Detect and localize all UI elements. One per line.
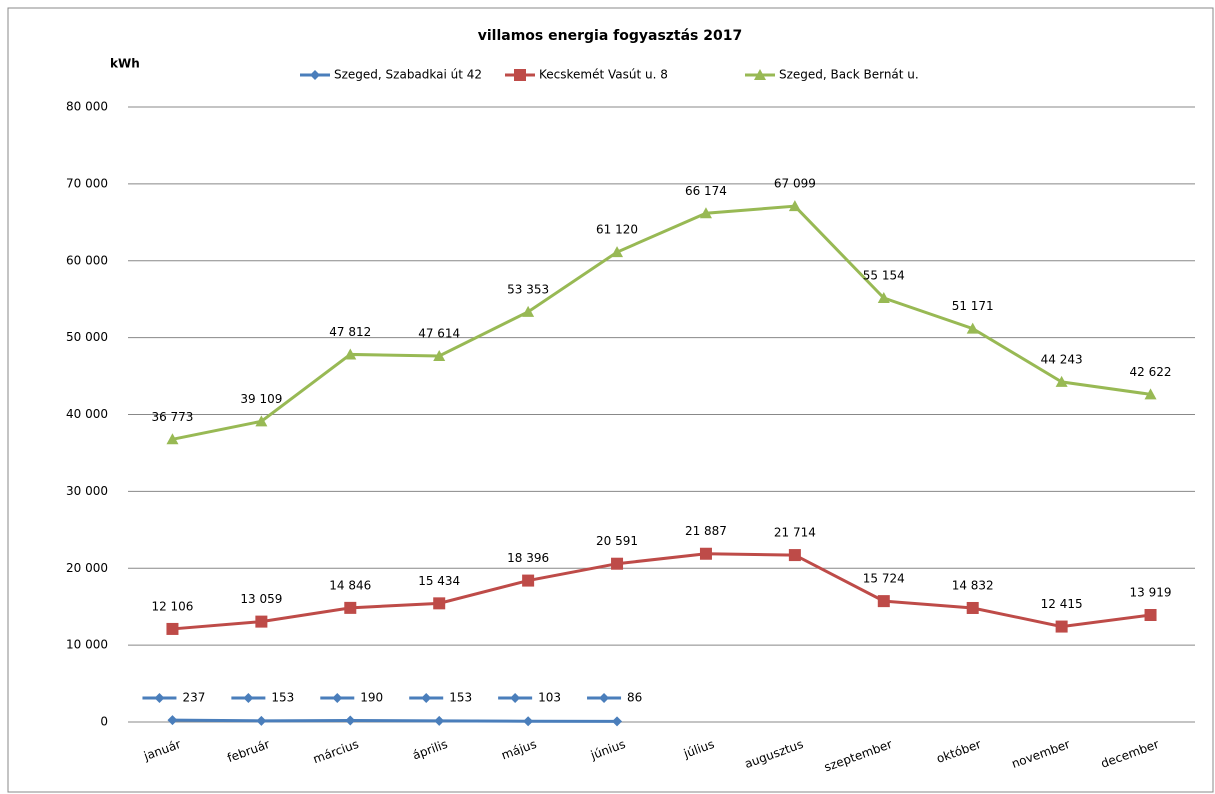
data-label: 12 106 [151,599,193,613]
marker [344,348,357,360]
y-tick-label: 0 [100,715,108,729]
marker [255,615,268,628]
chart-title: villamos energia fogyasztás 2017 [478,28,742,44]
marker [611,246,624,258]
legend-marker [310,70,320,80]
data-label: 13 059 [240,592,282,606]
data-label: 47 614 [418,326,460,340]
data-label: 20 591 [596,534,638,548]
legend-marker [514,69,526,81]
data-label: 42 622 [1130,365,1172,379]
marker [1144,608,1157,621]
marker [433,349,446,361]
data-label: 53 353 [507,282,549,296]
marker [154,693,165,703]
data-label: 14 846 [329,578,371,592]
marker [510,693,521,703]
marker [699,207,712,219]
y-tick-label: 70 000 [66,176,108,190]
marker [599,693,610,703]
marker [788,549,801,562]
marker [877,292,890,304]
legend-label: Szeged, Szabadkai út 42 [334,68,482,82]
data-label: 153 [449,691,472,705]
marker [523,716,534,727]
data-label: 47 812 [329,325,371,339]
data-label: 36 773 [151,410,193,424]
marker [522,574,535,587]
marker [1055,620,1068,633]
legend-marker [754,69,766,80]
series-line [172,204,1151,441]
legend-label: Szeged, Back Bernát u. [779,68,919,82]
marker [421,693,432,703]
data-label: 14 832 [952,578,994,592]
marker [612,716,623,727]
marker [966,601,979,614]
data-label: 55 154 [863,269,905,283]
y-tick-label: 30 000 [66,484,108,498]
data-label: 12 415 [1041,597,1083,611]
marker [344,601,357,614]
legend-label: Kecskemét Vasút u. 8 [539,68,668,82]
data-label: 237 [182,691,205,705]
data-label: 86 [627,691,642,705]
y-tick-label: 60 000 [66,253,108,267]
marker [877,595,890,608]
series-line [172,552,1151,631]
data-label: 61 120 [596,223,638,237]
data-label: 15 434 [418,574,460,588]
data-label: 18 396 [507,551,549,565]
marker [788,200,801,212]
marker [1144,388,1157,400]
marker [1055,375,1068,387]
marker [167,715,178,726]
y-axis-label: kWh [110,57,140,71]
data-label: 21 887 [685,524,727,538]
marker [966,322,979,334]
marker [345,715,356,726]
marker [611,557,624,570]
data-label: 21 714 [774,526,816,540]
marker [166,622,179,635]
data-label: 153 [271,691,294,705]
marker [243,693,254,703]
marker [255,415,268,427]
y-tick-label: 50 000 [66,330,108,344]
y-tick-label: 10 000 [66,638,108,652]
marker [522,305,535,317]
marker [699,547,712,560]
data-label: 67 099 [774,177,816,191]
marker [256,715,267,726]
data-label: 39 109 [240,392,282,406]
data-label: 66 174 [685,184,727,198]
marker [166,433,179,445]
data-label: 44 243 [1041,352,1083,366]
marker [332,693,343,703]
data-label: 190 [360,691,383,705]
marker [433,597,446,610]
y-tick-label: 20 000 [66,561,108,575]
data-label: 13 919 [1130,585,1172,599]
series-line [172,718,618,723]
y-tick-label: 40 000 [66,407,108,421]
marker [434,715,445,726]
y-tick-label: 80 000 [66,100,108,114]
data-label: 15 724 [863,572,905,586]
chart-frame [7,7,1214,793]
data-label: 51 171 [952,299,994,313]
data-label: 103 [538,691,561,705]
